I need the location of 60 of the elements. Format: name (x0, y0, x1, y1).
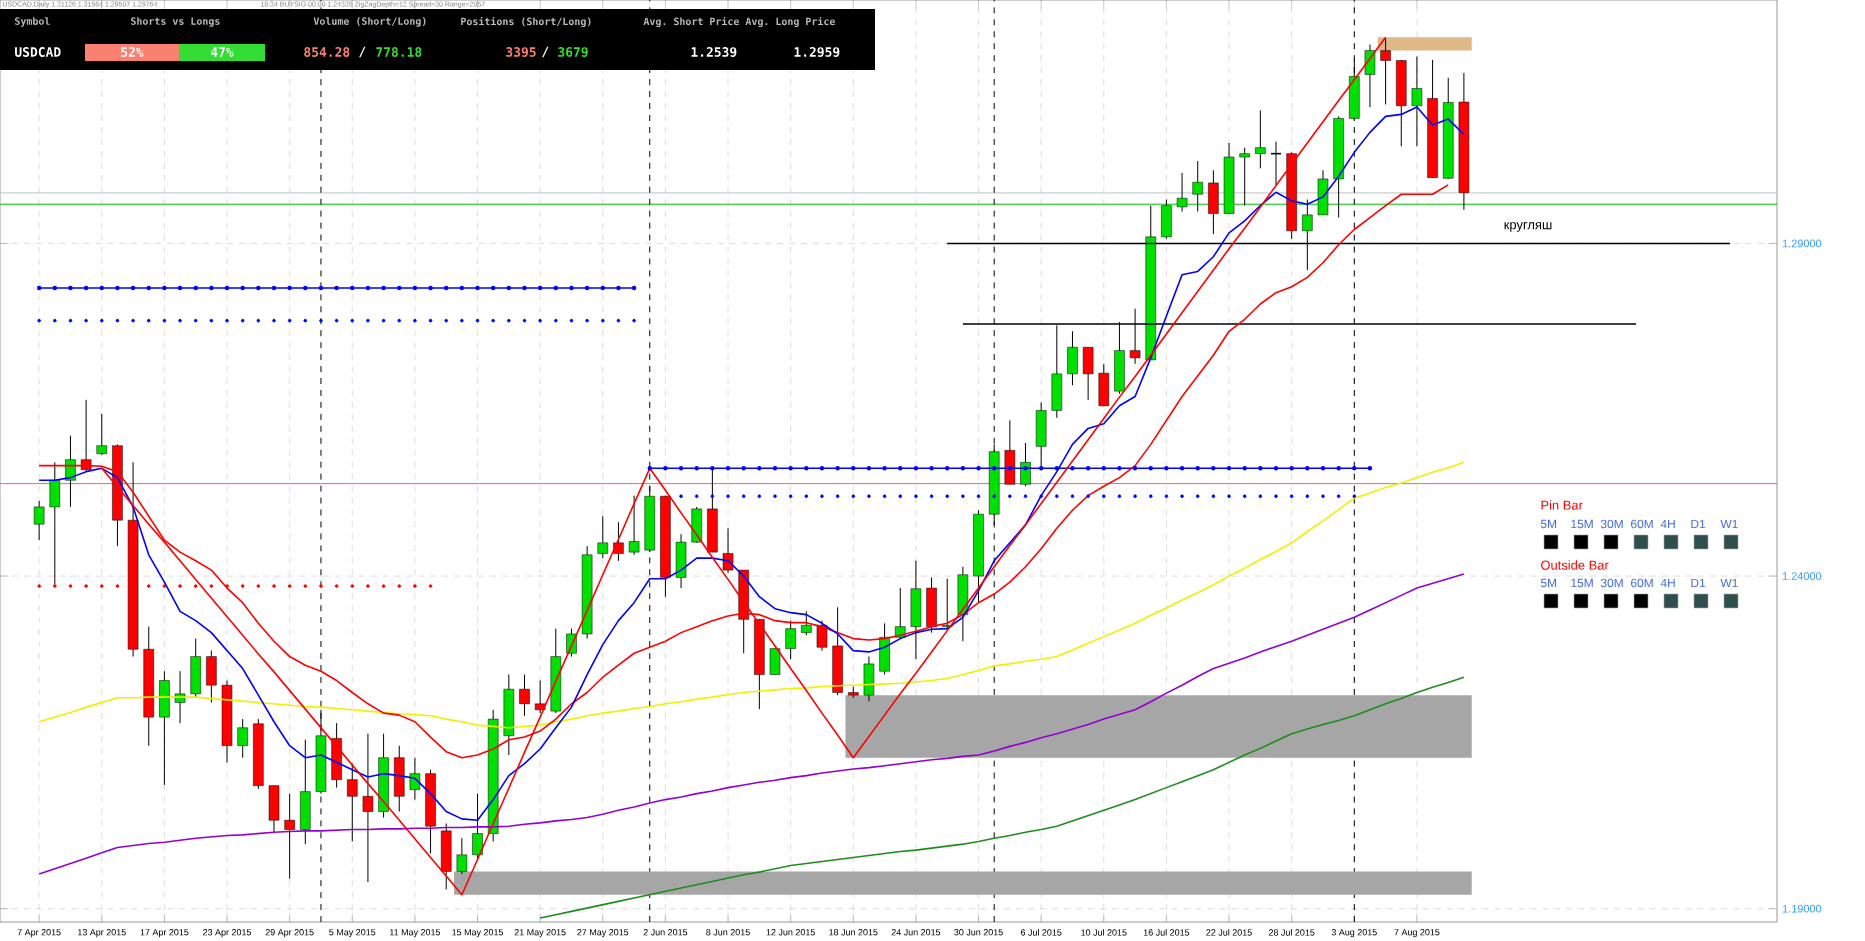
annotation: 60M (1631, 578, 1653, 588)
annotation: 15M (1571, 578, 1593, 588)
x-tick-label: 3 Aug 2015 (1331, 929, 1377, 938)
annotation: / (359, 46, 366, 58)
annotation: W1 (1720, 578, 1738, 588)
x-tick-label: 21 May 2015 (514, 929, 566, 938)
annotation: 5M (1540, 578, 1557, 588)
x-tick-label: 11 May 2015 (390, 929, 441, 938)
x-tick-label: 23 Apr 2015 (203, 929, 252, 938)
annotation: Shorts vs Longs (131, 17, 220, 27)
annotation: 15M (1571, 519, 1593, 529)
annotation: Avg. Long Price (745, 16, 835, 28)
annotation: 778.18 (376, 47, 422, 57)
x-tick-label: 7 Apr 2015 (17, 929, 61, 938)
x-tick-label: 7 Aug 2015 (1394, 929, 1440, 938)
annotation: Avg. Short Price (643, 16, 739, 28)
x-tick-label: 15 May 2015 (452, 929, 504, 938)
annotation: / (542, 46, 549, 58)
annotation: 3679 (558, 47, 588, 57)
annotation: W1 (1720, 519, 1738, 529)
annotation: Positions (Short/Long) (461, 16, 591, 28)
annotation: 1.2959 (794, 47, 840, 57)
x-tick-label: 24 Jun 2015 (891, 929, 941, 936)
annotation: 4H (1660, 519, 1675, 529)
x-tick-label: 30 Jun 2015 (954, 929, 1003, 936)
y-tick-label: 1.24000 (1782, 572, 1822, 580)
x-tick-label: 2 Jun 2015 (643, 929, 688, 936)
x-tick-label: 22 Jul 2015 (1206, 929, 1252, 936)
annotation: 4H (1660, 578, 1675, 588)
annotation: 47% (210, 47, 234, 57)
x-tick-label: 27 May 2015 (577, 929, 629, 938)
annotation: 30M (1600, 519, 1623, 529)
annotation: 1.2539 (691, 47, 737, 57)
annotation: Outside Bar (1541, 560, 1609, 570)
annotation: 52% (121, 47, 144, 57)
annotation: USDCAD (15, 47, 61, 57)
x-tick-label: 18 Jun 2015 (829, 929, 878, 936)
annotation: кругляш (1504, 222, 1552, 232)
annotation: 3395 (506, 47, 536, 57)
annotation: Volume (Short/Long) (313, 17, 426, 27)
x-tick-label: 10 Jul 2015 (1081, 929, 1127, 936)
annotation: 854.28 (304, 47, 350, 57)
x-tick-label: 12 Jun 2015 (766, 929, 815, 936)
annotation: D1 (1691, 519, 1706, 529)
x-tick-label: 16 Jul 2015 (1143, 929, 1190, 936)
y-tick-label: 1.29000 (1782, 239, 1822, 248)
x-tick-label: 5 May 2015 (329, 929, 376, 938)
y-tick-label: 1.19000 (1782, 904, 1822, 913)
x-tick-label: 6 Jul 2015 (1020, 929, 1062, 936)
x-tick-label: 8 Jun 2015 (706, 929, 750, 936)
x-tick-label: 13 Apr 2015 (78, 929, 126, 938)
annotation: Symbol (15, 17, 50, 27)
x-tick-label: 29 Apr 2015 (265, 929, 314, 938)
annotation: 5M (1540, 519, 1557, 529)
x-tick-label: 17 Apr 2015 (140, 929, 189, 938)
x-tick-label: 28 Jul 2015 (1268, 929, 1315, 936)
annotation: Pin Bar (1541, 500, 1583, 510)
annotation: D1 (1691, 578, 1706, 588)
annotation: 60M (1631, 519, 1653, 529)
annotation: 30M (1600, 578, 1623, 588)
